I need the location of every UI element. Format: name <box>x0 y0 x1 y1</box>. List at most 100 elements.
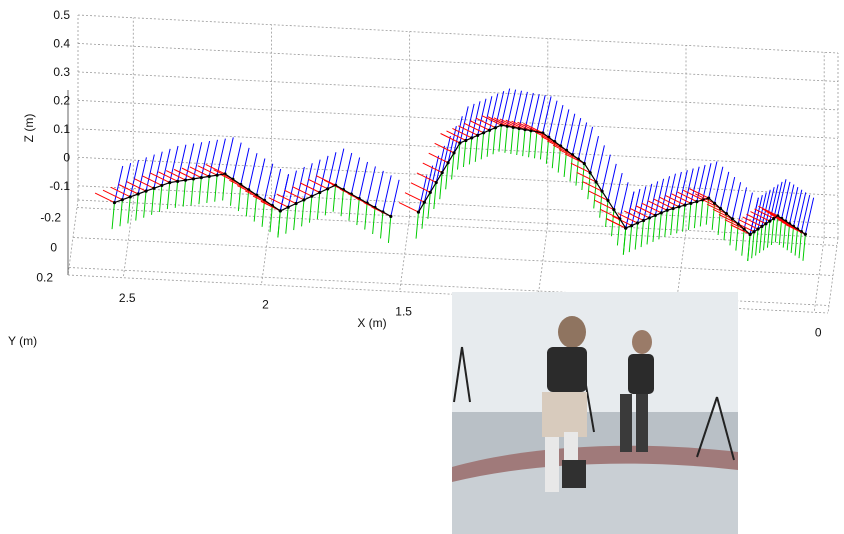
frame-y-axis <box>693 201 698 229</box>
gait-capture-photo <box>452 292 738 534</box>
frame-y-axis <box>628 225 633 253</box>
z-tick-label: 0.3 <box>53 65 70 79</box>
frame-z-axis <box>765 187 775 224</box>
frame-z-axis <box>731 182 742 219</box>
frame-marker <box>244 163 274 227</box>
frame-y-axis <box>457 142 461 170</box>
frame-x-axis <box>134 178 155 189</box>
frame-z-axis <box>743 192 753 230</box>
frame-y-axis <box>682 205 686 232</box>
frame-y-axis <box>285 207 289 234</box>
frame-y-axis <box>372 207 376 235</box>
frame-z-axis <box>589 135 599 173</box>
frame-z-axis <box>453 116 463 153</box>
frame-x-axis <box>758 205 778 217</box>
frame-y-axis <box>605 200 609 227</box>
frame-y-axis <box>277 210 281 238</box>
frame-x-axis <box>523 122 544 134</box>
frame-z-axis <box>441 135 451 173</box>
grid-line-horizontal <box>77 99 839 139</box>
frame-z-axis <box>672 171 682 209</box>
frame-z-axis <box>477 98 487 136</box>
frame-y-axis <box>802 234 806 261</box>
frame-x-axis <box>300 182 320 193</box>
frame-marker <box>398 175 428 239</box>
frame-y-axis <box>222 173 226 201</box>
frame-x-axis <box>742 216 763 227</box>
frame-z-axis <box>595 145 605 183</box>
frame-y-axis <box>498 125 502 152</box>
frame-z-axis <box>536 95 546 132</box>
frame-y-axis <box>486 130 491 157</box>
frame-marker <box>499 91 528 156</box>
frame-x-axis <box>150 172 170 184</box>
trajectory-lines <box>114 124 806 235</box>
grid-line-floor <box>77 199 839 239</box>
frame-y-axis <box>119 199 123 227</box>
frame-y-axis <box>782 221 787 248</box>
trajectory-series-3 <box>417 124 627 229</box>
frame-x-axis <box>612 215 632 227</box>
frame-z-axis <box>263 163 274 201</box>
frame-marker <box>452 101 481 165</box>
frame-z-axis <box>789 187 799 224</box>
frame-x-axis <box>700 198 721 209</box>
frame-marker <box>229 153 258 217</box>
frame-x-axis <box>481 115 502 126</box>
frame-z-axis <box>643 183 653 221</box>
frame-marker <box>173 142 203 206</box>
frame-y-axis <box>747 234 751 261</box>
frame-x-axis <box>142 175 163 186</box>
frame-marker <box>189 139 218 203</box>
frame-z-axis <box>232 142 242 180</box>
frame-marker <box>181 140 211 205</box>
frame-z-axis <box>417 175 428 213</box>
frame-x-axis <box>600 208 621 220</box>
frame-z-axis <box>518 91 528 129</box>
frame-z-axis <box>690 166 700 204</box>
frame-x-axis <box>126 181 147 192</box>
frame-z-axis <box>153 151 163 189</box>
frame-y-axis <box>316 192 321 220</box>
frame-y-axis <box>439 172 443 200</box>
frame-z-axis <box>374 170 384 208</box>
frame-x-axis <box>315 175 336 186</box>
grid-line-horizontal <box>77 14 839 54</box>
frame-z-axis <box>240 147 250 185</box>
frame-z-axis <box>654 178 665 216</box>
frame-x-axis <box>276 193 297 204</box>
frame-z-axis <box>554 104 564 142</box>
frame-x-axis <box>511 120 532 132</box>
frame-y-axis <box>293 203 297 231</box>
frame-x-axis <box>689 188 709 199</box>
frame-y-axis <box>427 192 431 219</box>
frame-z-axis <box>708 161 718 199</box>
frame-z-axis <box>129 160 140 197</box>
frame-y-axis <box>504 126 508 153</box>
frame-y-axis <box>198 177 202 205</box>
frame-y-axis <box>229 179 234 206</box>
frame-x-axis <box>434 142 455 154</box>
frame-marker <box>94 165 124 230</box>
z-tick-label: 0.5 <box>53 8 70 22</box>
frame-y-axis <box>301 199 305 227</box>
frame-z-axis <box>571 118 582 155</box>
frame-x-axis <box>416 172 437 183</box>
frame-x-axis <box>746 213 767 225</box>
frame-marker <box>371 179 400 243</box>
frame-x-axis <box>422 162 443 174</box>
frame-z-axis <box>749 197 759 235</box>
frame-z-axis <box>719 171 730 209</box>
frame-x-axis <box>165 170 186 181</box>
frame-y-axis <box>670 208 674 236</box>
frame-z-axis <box>177 144 187 182</box>
frame-x-axis <box>398 202 419 213</box>
frame-x-axis <box>110 186 131 198</box>
frame-x-axis <box>750 211 771 222</box>
grid-line-floor <box>76 207 838 246</box>
frame-y-axis <box>774 215 779 243</box>
frame-y-axis <box>759 226 763 253</box>
grid-line-floor <box>68 267 830 306</box>
frame-y-axis <box>676 206 680 234</box>
